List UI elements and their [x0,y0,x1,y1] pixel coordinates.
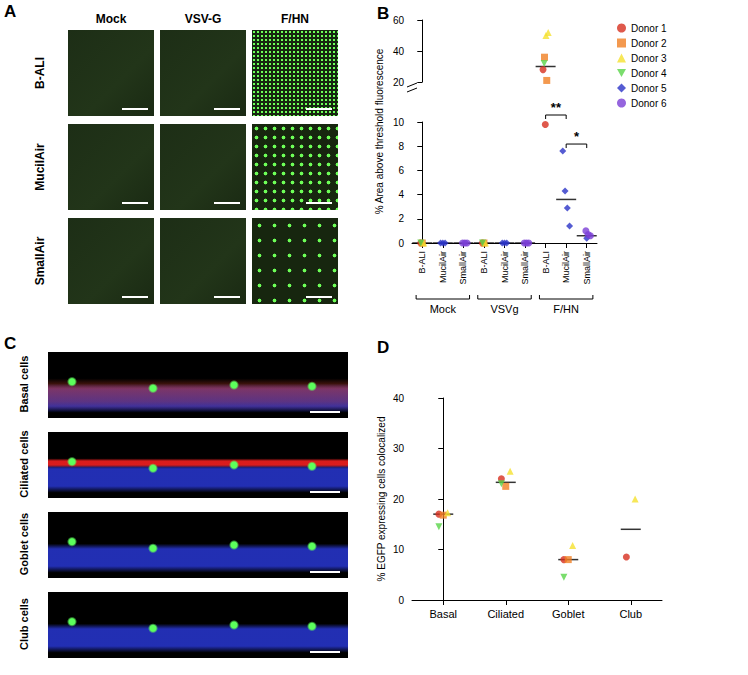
svg-text:**: ** [551,100,562,115]
svg-text:20: 20 [393,494,405,505]
svg-text:4: 4 [398,189,404,200]
html-text:VSV-G: VSV-G [184,12,222,26]
html-text:Goblet cells: Goblet cells [18,512,30,576]
svg-text:Donor 2: Donor 2 [631,38,667,49]
svg-text:6: 6 [398,165,404,176]
svg-text:SmallAir: SmallAir [520,251,530,285]
svg-text:Ciliated: Ciliated [487,608,524,620]
svg-text:VSVg: VSVg [490,303,518,315]
svg-text:Donor 6: Donor 6 [631,98,667,109]
svg-text:SmallAir: SmallAir [458,251,468,285]
svg-text:B-ALI: B-ALI [541,251,551,274]
svg-text:D: D [377,338,389,357]
html-text:C: C [4,334,17,353]
svg-text:10: 10 [393,117,405,128]
svg-text:Donor 1: Donor 1 [631,23,667,34]
svg-text:Donor 3: Donor 3 [631,53,667,64]
html-text:SmallAir: SmallAir [33,236,47,286]
svg-text:Basal: Basal [429,608,457,620]
html-text:MucilAir: MucilAir [33,143,47,191]
html-text:Basal cells: Basal cells [18,355,30,413]
html-text:B-ALI: B-ALI [33,57,47,89]
svg-text:F/HN: F/HN [553,303,579,315]
svg-text:Club: Club [619,608,642,620]
svg-text:B-ALI: B-ALI [417,251,427,274]
svg-text:% EGFP expressing cells coloca: % EGFP expressing cells colocalized [376,417,387,582]
svg-text:40: 40 [393,46,405,57]
svg-text:Goblet: Goblet [552,608,584,620]
svg-text:MucilAir: MucilAir [500,251,510,283]
svg-text:40: 40 [393,393,405,404]
svg-text:60: 60 [393,15,405,26]
html-text:Mock: Mock [95,12,127,26]
html-text:Club cells: Club cells [18,598,30,650]
svg-text:20: 20 [393,77,405,88]
svg-text:0: 0 [398,595,404,606]
svg-text:SmallAir: SmallAir [582,251,592,285]
svg-text:0: 0 [398,238,404,249]
svg-text:*: * [574,129,580,144]
svg-text:Mock: Mock [430,303,457,315]
svg-text:8: 8 [398,141,404,152]
html-text:F/HN: F/HN [281,12,309,26]
svg-text:Donor 5: Donor 5 [631,83,667,94]
svg-text:MucilAir: MucilAir [561,251,571,283]
svg-text:MucilAir: MucilAir [438,251,448,283]
html-text:Ciliated cells: Ciliated cells [18,430,30,498]
svg-text:B-ALI: B-ALI [479,251,489,274]
svg-text:Donor 4: Donor 4 [631,68,667,79]
svg-text:B: B [377,4,389,23]
html-text:A: A [4,2,17,21]
svg-text:% Area above threshold fluores: % Area above threshold fluorescence [374,48,385,214]
svg-text:2: 2 [398,213,404,224]
svg-text:10: 10 [393,544,405,555]
svg-text:30: 30 [393,443,405,454]
